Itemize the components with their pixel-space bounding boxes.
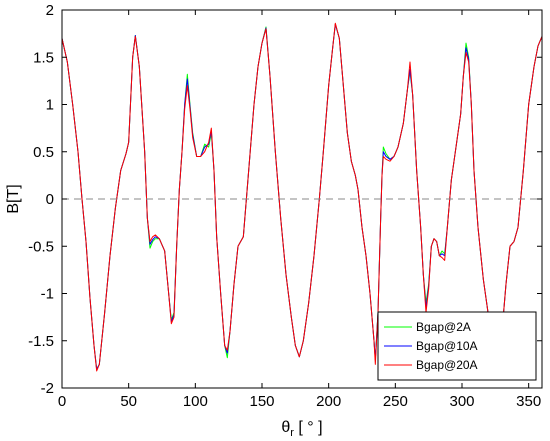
x-tick-label-350: 350 <box>516 393 541 410</box>
x-tick-label-300: 300 <box>449 393 474 410</box>
legend-label-series-0: Bgap@2A <box>416 320 471 334</box>
x-tick-label-0: 0 <box>58 393 66 410</box>
y-tick-label-1: 1 <box>46 97 54 114</box>
series-line-2 <box>61 22 543 372</box>
x-tick-label-150: 150 <box>249 393 274 410</box>
y-tick-label--1.5: -1.5 <box>28 333 54 350</box>
ticks-layer: 0 50 100 150 200 250 300 350 -2 -1.5 -1 -0.5 0 0.5 1 1.… <box>28 2 542 410</box>
y-axis-label: B[T] <box>5 184 22 213</box>
x-axis-label: θr [ ° ] <box>281 419 322 439</box>
legend-label-series-2: Bgap@20A <box>416 358 478 372</box>
x-tick-label-50: 50 <box>120 393 137 410</box>
y-tick-label--2: -2 <box>41 380 54 397</box>
y-tick-label-1.5: 1.5 <box>33 49 54 66</box>
series-layer <box>61 22 543 372</box>
y-tick-label--0.5: -0.5 <box>28 238 54 255</box>
x-tick-label-100: 100 <box>183 393 208 410</box>
y-tick-label-0: 0 <box>46 191 54 208</box>
legend: Bgap@2A Bgap@10A Bgap@20A <box>377 311 537 381</box>
legend-label-series-1: Bgap@10A <box>416 339 478 353</box>
y-tick-label-0.5: 0.5 <box>33 144 54 161</box>
y-tick-label-2: 2 <box>46 2 54 19</box>
x-axis-label-main: θ <box>281 419 290 436</box>
x-tick-label-250: 250 <box>383 393 408 410</box>
x-axis-label-unit: [ ° ] <box>294 419 323 436</box>
x-tick-label-200: 200 <box>316 393 341 410</box>
x-axis-label-sub: r <box>290 427 294 439</box>
y-tick-label--1: -1 <box>41 286 54 303</box>
